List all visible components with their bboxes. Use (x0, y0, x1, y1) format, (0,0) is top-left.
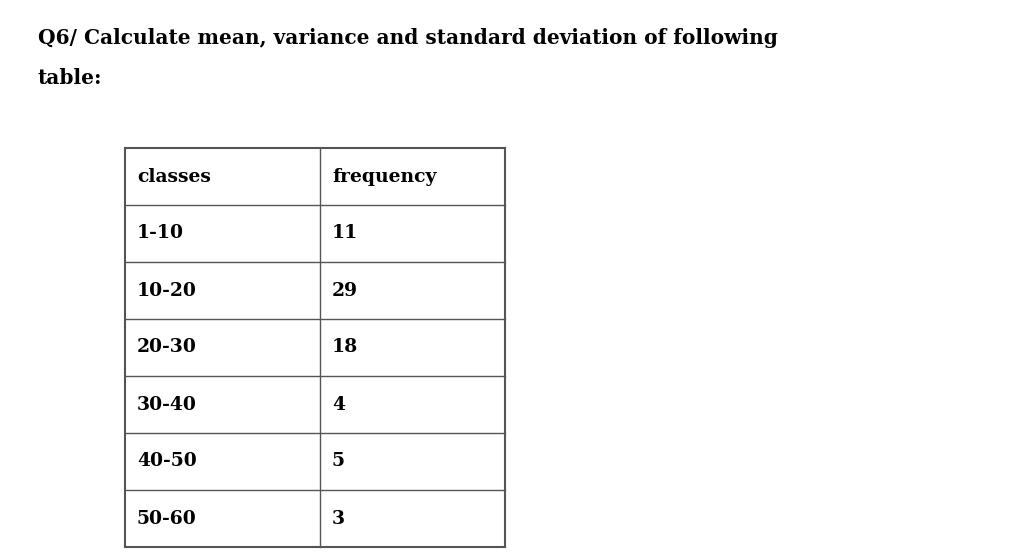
Text: 1-10: 1-10 (137, 225, 184, 243)
Text: 29: 29 (332, 281, 358, 300)
Text: frequency: frequency (332, 168, 436, 185)
Text: table:: table: (38, 68, 103, 88)
Text: 5: 5 (332, 452, 345, 471)
Text: Q6/ Calculate mean, variance and standard deviation of following: Q6/ Calculate mean, variance and standar… (38, 28, 777, 48)
Text: 50-60: 50-60 (137, 509, 197, 527)
Text: 30-40: 30-40 (137, 396, 197, 413)
Text: classes: classes (137, 168, 211, 185)
Text: 18: 18 (332, 339, 359, 356)
Text: 20-30: 20-30 (137, 339, 197, 356)
Text: 40-50: 40-50 (137, 452, 197, 471)
Text: 3: 3 (332, 509, 345, 527)
Text: 11: 11 (332, 225, 359, 243)
Text: 10-20: 10-20 (137, 281, 197, 300)
Text: 4: 4 (332, 396, 345, 413)
